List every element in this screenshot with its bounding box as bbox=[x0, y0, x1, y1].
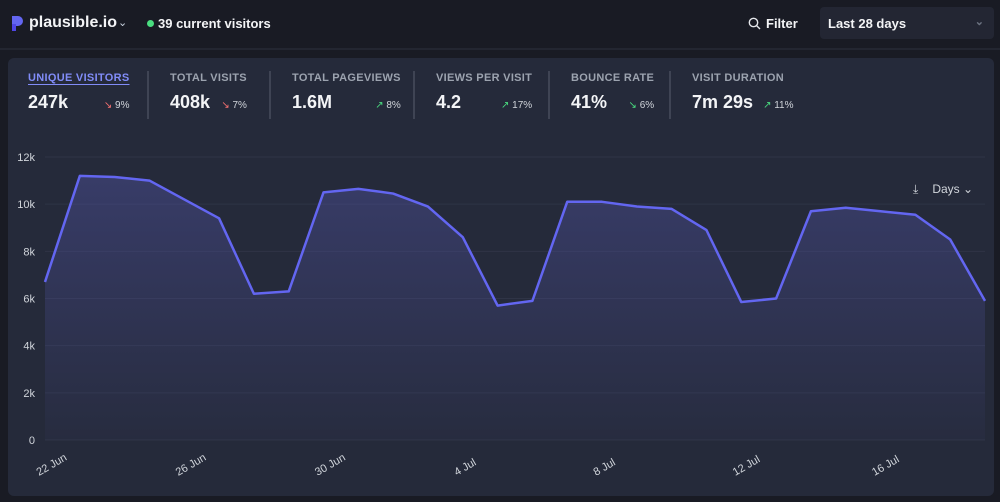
search-icon bbox=[748, 17, 761, 30]
stat-change: ↘ 9% bbox=[94, 100, 130, 111]
x-tick-label: 12 Jul bbox=[731, 454, 762, 479]
y-tick-label: 8k bbox=[23, 246, 35, 258]
stat-change: ↗ 11% bbox=[753, 100, 793, 111]
x-tick-label: 8 Jul bbox=[592, 457, 618, 479]
stat-label: VIEWS PER VISIT bbox=[436, 72, 533, 84]
stat-label: VISIT DURATION bbox=[692, 72, 784, 84]
stat-label: TOTAL PAGEVIEWS bbox=[292, 72, 401, 84]
x-tick-label: 30 Jun bbox=[313, 452, 348, 479]
trend-arrow-icon: ↘ bbox=[628, 100, 637, 111]
stat-change-value: 11% bbox=[774, 100, 794, 111]
stat-change: ↘ 6% bbox=[619, 100, 655, 111]
stat-value: 4.2 bbox=[436, 92, 462, 112]
x-tick-label: 22 Jun bbox=[35, 452, 70, 479]
y-tick-label: 0 bbox=[29, 435, 35, 447]
top-bar: plausible.io ⌄ 39 current visitors Filte… bbox=[0, 0, 1000, 50]
date-range-label: Last 28 days bbox=[828, 16, 907, 31]
divider bbox=[548, 71, 550, 119]
interval-select[interactable]: Days ⌄ bbox=[932, 182, 974, 196]
series-area bbox=[45, 175, 985, 440]
stat-change-value: 6% bbox=[639, 100, 655, 111]
chevron-down-icon[interactable]: ⌄ bbox=[118, 17, 128, 29]
stat-change: ↗ 17% bbox=[491, 100, 532, 111]
stat-views-per-visit[interactable]: VIEWS PER VISIT 4.2 ↗ 17% bbox=[436, 72, 532, 113]
series-line bbox=[43, 174, 987, 307]
y-tick-label: 12k bbox=[17, 152, 35, 164]
plausible-logo-icon bbox=[12, 16, 23, 31]
stat-visit-duration[interactable]: VISIT DURATION 7m 29s ↗ 11% bbox=[692, 72, 794, 113]
x-tick-label: 26 Jun bbox=[174, 452, 209, 479]
stat-label: UNIQUE VISITORS bbox=[28, 72, 130, 84]
y-tick-label: 6k bbox=[23, 294, 35, 306]
stat-change: ↘ 7% bbox=[211, 100, 247, 111]
stat-change-value: 9% bbox=[115, 100, 130, 111]
stat-change-value: 8% bbox=[386, 100, 401, 111]
stat-value: 247k bbox=[28, 92, 69, 112]
divider bbox=[669, 71, 671, 119]
stat-unique-visitors[interactable]: UNIQUE VISITORS 247k ↘ 9% bbox=[28, 72, 129, 113]
y-tick-label: 4k bbox=[23, 341, 35, 353]
site-switcher[interactable]: plausible.io bbox=[29, 14, 118, 31]
stat-label: BOUNCE RATE bbox=[571, 72, 655, 84]
stat-label: TOTAL VISITS bbox=[170, 72, 247, 84]
stat-change-value: 7% bbox=[232, 100, 247, 111]
stat-bounce-rate[interactable]: BOUNCE RATE 41% ↘ 6% bbox=[571, 72, 654, 113]
filter-label: Filter bbox=[766, 16, 798, 31]
download-icon[interactable]: ⤓ bbox=[913, 182, 919, 196]
chevron-down-icon: ⌄ bbox=[974, 16, 984, 28]
date-range-select[interactable]: Last 28 days ⌄ bbox=[820, 7, 994, 39]
divider bbox=[413, 71, 415, 119]
live-dot-icon bbox=[147, 20, 154, 27]
trend-arrow-icon: ↘ bbox=[221, 100, 230, 111]
visitors-graph-card: 0 2k 4k 6k 8k 10k 12k 22 Jun 26 Jun 30 Jun 4 Jul 8 … bbox=[8, 58, 994, 496]
stat-total-pageviews[interactable]: TOTAL PAGEVIEWS 1.6M ↗ 8% bbox=[292, 72, 401, 113]
stat-value: 408k bbox=[170, 92, 211, 112]
visitors-line-chart: 0 2k 4k 6k 8k 10k 12k 22 Jun 26 Jun 30 Jun 4 Jul 8 … bbox=[17, 152, 987, 479]
stat-change: ↗ 8% bbox=[365, 100, 401, 111]
x-tick-label: 16 Jul bbox=[870, 454, 901, 479]
trend-arrow-icon: ↗ bbox=[501, 100, 510, 111]
stat-change-value: 17% bbox=[512, 100, 533, 111]
stat-value: 1.6M bbox=[292, 92, 333, 112]
x-tick-label: 4 Jul bbox=[452, 457, 478, 479]
trend-arrow-icon: ↗ bbox=[763, 100, 772, 111]
trend-arrow-icon: ↗ bbox=[375, 100, 384, 111]
y-tick-label: 2k bbox=[23, 388, 35, 400]
divider bbox=[269, 71, 271, 119]
stat-total-visits[interactable]: TOTAL VISITS 408k ↘ 7% bbox=[170, 72, 247, 113]
trend-arrow-icon: ↘ bbox=[103, 100, 113, 111]
interval-label: Days bbox=[932, 182, 960, 196]
divider bbox=[147, 71, 149, 119]
current-visitors-link[interactable]: 39 current visitors bbox=[147, 16, 271, 31]
stat-value: 7m 29s bbox=[692, 92, 754, 112]
y-tick-label: 10k bbox=[17, 199, 35, 211]
stat-value: 41% bbox=[571, 92, 608, 112]
filter-button[interactable]: Filter bbox=[748, 16, 798, 31]
current-visitors-label: 39 current visitors bbox=[158, 16, 271, 31]
